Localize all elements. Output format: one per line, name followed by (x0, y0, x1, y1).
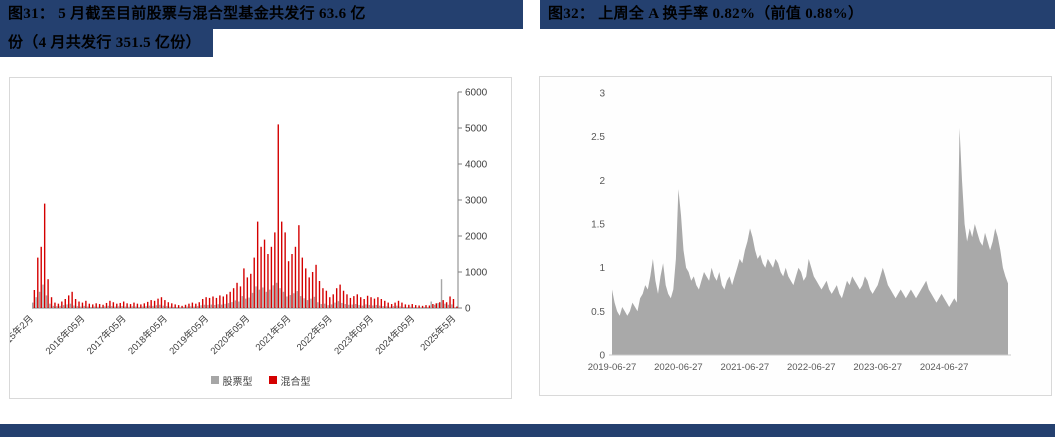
svg-text:3: 3 (599, 89, 605, 100)
svg-text:2.5: 2.5 (591, 132, 605, 143)
fig31-title-line1: 图31： 5 月截至目前股票与混合型基金共发行 63.6 亿 (0, 0, 523, 29)
chart-legend: 股票型 混合型 (10, 366, 511, 394)
svg-text:1: 1 (599, 263, 605, 274)
fig32-title: 图32： 上周全 A 换手率 0.82%（前值 0.88%） (540, 0, 1055, 29)
legend-item-stock-type: 股票型 (210, 373, 253, 388)
legend-item-hybrid-type: 混合型 (268, 373, 311, 388)
svg-text:2000: 2000 (465, 232, 488, 243)
fig31-title-block: 图31： 5 月截至目前股票与混合型基金共发行 63.6 亿 份（4 月共发行 … (0, 0, 523, 57)
svg-text:2025年5月: 2025年5月 (418, 313, 459, 354)
svg-text:2018年05月: 2018年05月 (125, 313, 169, 357)
svg-text:2024年05月: 2024年05月 (373, 313, 417, 357)
svg-text:2019-06-27: 2019-06-27 (588, 362, 637, 373)
svg-text:4000: 4000 (465, 160, 488, 171)
fig31-title-line2-row: 份（4 月共发行 351.5 亿份） (0, 29, 523, 57)
stock-type-swatch (210, 376, 219, 384)
svg-text:0: 0 (599, 351, 605, 362)
svg-text:2021-06-27: 2021-06-27 (721, 362, 770, 373)
legend-label-hybrid-type: 混合型 (280, 376, 311, 388)
svg-text:2016年05月: 2016年05月 (43, 313, 87, 357)
svg-text:0.5: 0.5 (591, 307, 605, 318)
svg-text:2019年05月: 2019年05月 (167, 313, 211, 357)
svg-text:5000: 5000 (465, 124, 488, 135)
footer-bar (0, 424, 1055, 437)
svg-text:3000: 3000 (465, 196, 488, 207)
svg-text:2017年05月: 2017年05月 (84, 313, 128, 357)
turnover-chart-panel: 0 0.5 1 1.5 2 2.5 3 2019-06-27 2020-06-27 2021-06… (539, 76, 1052, 396)
svg-text:2021年5月: 2021年5月 (253, 313, 294, 354)
svg-text:2023-06-27: 2023-06-27 (853, 362, 902, 373)
svg-text:2015年2月: 2015年2月 (10, 313, 36, 354)
turnover-area-chart: 0 0.5 1 1.5 2 2.5 3 2019-06-27 2020-06-27 2021-06… (588, 89, 1011, 373)
fund-issuance-bar-chart: 0 1000 2000 3000 4000 5000 6000 2015年2月 2016年05月… (10, 88, 488, 357)
legend-label-stock-type: 股票型 (222, 376, 253, 388)
svg-text:0: 0 (465, 304, 471, 315)
fund-issuance-chart-panel: 0 1000 2000 3000 4000 5000 6000 2015年2月 2016年05月… (9, 77, 512, 399)
svg-text:2: 2 (599, 176, 605, 187)
svg-text:6000: 6000 (465, 88, 488, 99)
svg-text:2020-06-27: 2020-06-27 (654, 362, 703, 373)
svg-text:2022-06-27: 2022-06-27 (787, 362, 836, 373)
fig31-title-line2: 份（4 月共发行 351.5 亿份） (0, 29, 213, 57)
svg-text:1000: 1000 (465, 268, 488, 279)
svg-text:2022年5月: 2022年5月 (294, 313, 335, 354)
hybrid-type-swatch (268, 376, 277, 384)
svg-text:2023年05月: 2023年05月 (332, 313, 376, 357)
svg-text:2020年05月: 2020年05月 (208, 313, 252, 357)
svg-text:1.5: 1.5 (591, 220, 605, 231)
svg-text:2024-06-27: 2024-06-27 (920, 362, 969, 373)
